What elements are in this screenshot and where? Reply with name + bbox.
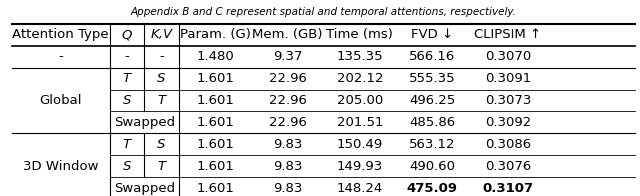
Text: FVD ↓: FVD ↓	[412, 28, 453, 41]
Text: T: T	[157, 94, 166, 107]
Text: CLIPSIM ↑: CLIPSIM ↑	[474, 28, 541, 41]
Text: 22.96: 22.96	[269, 116, 307, 129]
Text: 9.37: 9.37	[273, 50, 302, 63]
Text: Global: Global	[40, 94, 82, 107]
Text: Appendix B and C represent spatial and temporal attentions, respectively.: Appendix B and C represent spatial and t…	[131, 7, 516, 17]
Text: Q: Q	[122, 28, 132, 41]
Text: 0.3073: 0.3073	[484, 94, 531, 107]
Text: 0.3086: 0.3086	[485, 138, 531, 151]
Text: 22.96: 22.96	[269, 94, 307, 107]
Text: Swapped: Swapped	[114, 116, 175, 129]
Text: 1.480: 1.480	[196, 50, 234, 63]
Text: 496.25: 496.25	[409, 94, 456, 107]
Text: Mem. (GB): Mem. (GB)	[252, 28, 323, 41]
Text: 555.35: 555.35	[409, 72, 456, 85]
Text: Swapped: Swapped	[114, 182, 175, 195]
Text: 566.16: 566.16	[409, 50, 456, 63]
Text: K,V: K,V	[150, 28, 173, 41]
Text: 0.3091: 0.3091	[484, 72, 531, 85]
Text: 202.12: 202.12	[337, 72, 383, 85]
Text: 485.86: 485.86	[409, 116, 456, 129]
Text: 150.49: 150.49	[337, 138, 383, 151]
Text: 1.601: 1.601	[196, 72, 234, 85]
Text: -: -	[125, 50, 129, 63]
Text: 490.60: 490.60	[410, 160, 455, 173]
Text: T: T	[123, 138, 131, 151]
Text: 205.00: 205.00	[337, 94, 383, 107]
Text: 475.09: 475.09	[407, 182, 458, 195]
Text: 9.83: 9.83	[273, 182, 302, 195]
Text: Param. (G): Param. (G)	[180, 28, 250, 41]
Text: T: T	[157, 160, 166, 173]
Text: T: T	[123, 72, 131, 85]
Text: -: -	[159, 50, 164, 63]
Text: 1.601: 1.601	[196, 182, 234, 195]
Text: -: -	[58, 50, 63, 63]
Text: 0.3076: 0.3076	[484, 160, 531, 173]
Text: 0.3070: 0.3070	[484, 50, 531, 63]
Text: S: S	[123, 94, 131, 107]
Text: S: S	[157, 72, 166, 85]
Text: 0.3107: 0.3107	[483, 182, 534, 195]
Text: 0.3092: 0.3092	[484, 116, 531, 129]
Text: 3D Window: 3D Window	[23, 160, 99, 173]
Text: 22.96: 22.96	[269, 72, 307, 85]
Text: 9.83: 9.83	[273, 160, 302, 173]
Text: Time (ms): Time (ms)	[326, 28, 394, 41]
Text: 9.83: 9.83	[273, 138, 302, 151]
Text: 148.24: 148.24	[337, 182, 383, 195]
Text: S: S	[157, 138, 166, 151]
Text: 1.601: 1.601	[196, 160, 234, 173]
Text: S: S	[123, 160, 131, 173]
Text: 1.601: 1.601	[196, 116, 234, 129]
Text: 149.93: 149.93	[337, 160, 383, 173]
Text: 1.601: 1.601	[196, 138, 234, 151]
Text: 201.51: 201.51	[337, 116, 383, 129]
Text: 135.35: 135.35	[337, 50, 383, 63]
Text: 1.601: 1.601	[196, 94, 234, 107]
Text: Attention Type: Attention Type	[12, 28, 109, 41]
Text: 563.12: 563.12	[409, 138, 456, 151]
